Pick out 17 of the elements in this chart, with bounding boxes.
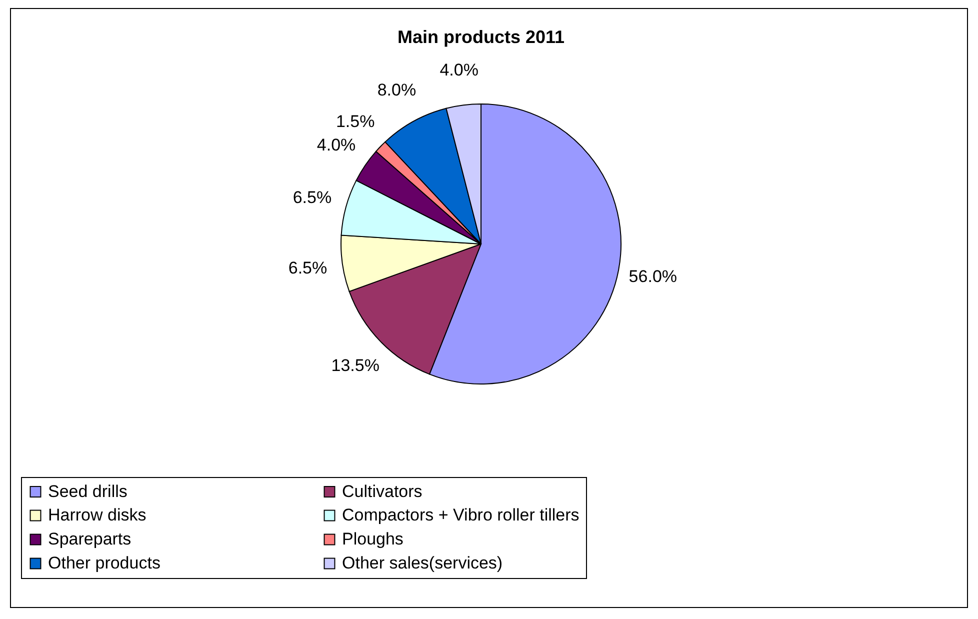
legend-label: Compactors + Vibro roller tillers xyxy=(342,506,580,524)
chart-title: Main products 2011 xyxy=(397,27,565,47)
legend-label: Seed drills xyxy=(48,482,128,501)
data-label: 13.5% xyxy=(331,356,380,375)
legend-label: Other products xyxy=(48,554,160,572)
legend-label: Ploughs xyxy=(342,530,404,548)
data-label: 8.0% xyxy=(377,80,416,100)
legend-label: Spareparts xyxy=(48,530,132,548)
data-label: 6.5% xyxy=(288,258,328,278)
data-label: 6.5% xyxy=(292,188,332,207)
legend-label: Other sales(services) xyxy=(342,554,503,572)
legend-label: Harrow disks xyxy=(48,506,146,524)
legend-label: Cultivators xyxy=(342,482,422,501)
data-label: 56.0% xyxy=(628,266,677,286)
data-label: 1.5% xyxy=(336,112,375,132)
data-label: 4.0% xyxy=(316,136,356,155)
data-label: 4.0% xyxy=(440,60,478,80)
